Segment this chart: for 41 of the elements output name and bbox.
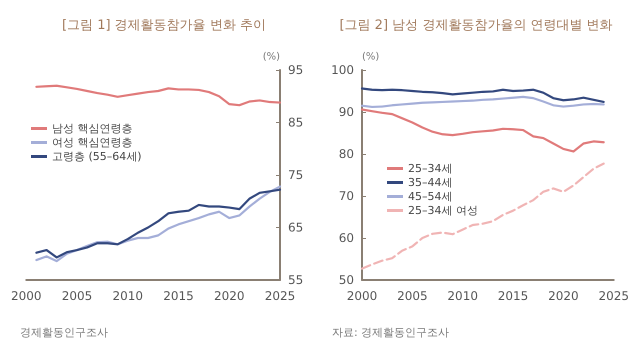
line-series	[360, 96, 605, 108]
y-tick-label: 100	[331, 63, 354, 77]
x-tick-label: 2020	[548, 289, 579, 303]
legend-label: 25–34세 여성	[408, 204, 478, 217]
legend-label: 25–34세	[408, 162, 452, 175]
y2-tick-label: 95	[288, 63, 304, 77]
x-tick-label: 2000	[346, 289, 378, 303]
x-tick-label: 2025	[264, 289, 296, 303]
chart-title: [그림 2] 남성 경제활동참가율의 연령대별 변화	[339, 18, 613, 33]
x-tick-label: 2010	[447, 289, 478, 303]
legend-label: 고령층 (55–64세)	[52, 150, 142, 163]
y-tick-label: 90	[338, 105, 354, 119]
y2-axis-title: (%)	[262, 52, 280, 62]
x-tick-label: 2020	[214, 289, 245, 303]
y2-tick-label: 55	[288, 273, 304, 287]
line-series	[360, 162, 605, 270]
x-tick-label: 2025	[598, 289, 630, 303]
text: 자료: 경제활동인구조사	[332, 326, 450, 339]
line-series	[35, 84, 282, 106]
line-series	[360, 87, 605, 104]
y2-tick-label: 65	[288, 220, 304, 234]
x-tick-label: 2005	[397, 289, 428, 303]
y-tick-label: 60	[338, 231, 354, 245]
legend-label: 남성 핵심연령층	[52, 122, 132, 135]
x-tick-label: 2015	[498, 289, 528, 303]
x-tick-label: 2010	[112, 289, 144, 303]
chart-title: [그림 1] 경제활동참가율 변화 추이	[62, 18, 266, 33]
legend-label: 35–44세	[408, 176, 452, 189]
y2-tick-label: 85	[288, 116, 304, 130]
x-tick-label: 2005	[62, 289, 92, 303]
y2-tick-label: 75	[288, 168, 304, 182]
legend-label: 45–54세	[408, 190, 452, 203]
y-tick-label: 70	[338, 189, 354, 203]
y-tick-label: 50	[338, 273, 354, 287]
line-series	[360, 108, 605, 153]
x-tick-label: 2015	[163, 289, 194, 303]
x-tick-label: 2000	[10, 289, 42, 303]
legend-label: 여성 핵심연령층	[52, 136, 132, 149]
y-axis-title: (%)	[362, 52, 380, 62]
text: 경제활동인구조사	[20, 326, 108, 339]
y-tick-label: 80	[338, 147, 354, 161]
